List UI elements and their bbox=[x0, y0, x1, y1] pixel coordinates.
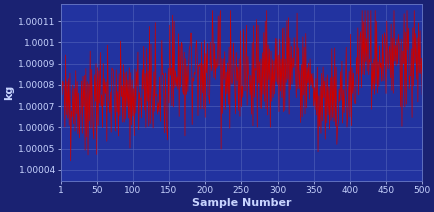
Y-axis label: kg: kg bbox=[4, 85, 14, 100]
X-axis label: Sample Number: Sample Number bbox=[191, 198, 291, 208]
